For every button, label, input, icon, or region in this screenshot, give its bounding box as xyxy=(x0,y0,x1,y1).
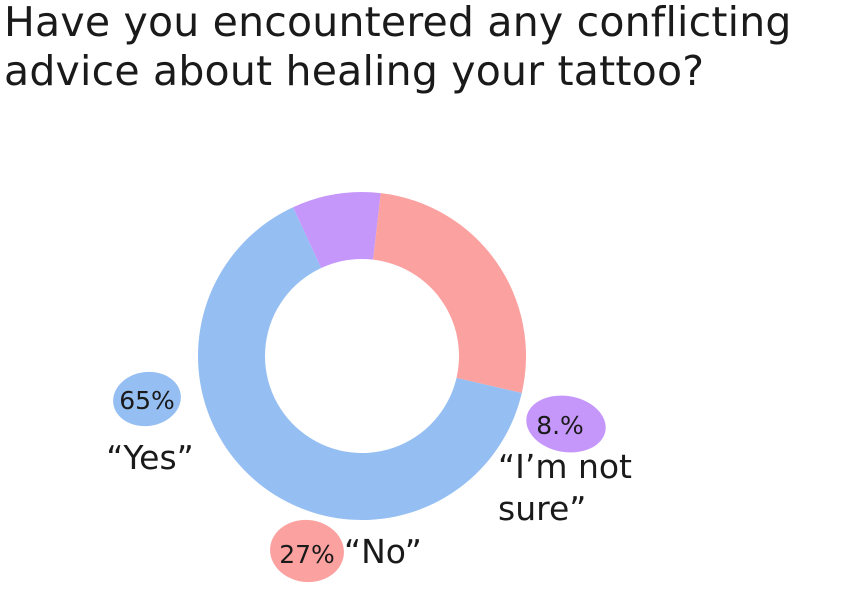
chart-title: Have you encountered any conflicting adv… xyxy=(4,0,792,95)
category-label-0-line-0: “Yes” xyxy=(106,438,193,477)
value-label-0: 65% xyxy=(119,386,175,415)
pie-slice-0 xyxy=(198,207,522,520)
category-label-2-line-0: “No” xyxy=(344,532,422,571)
value-blob-2 xyxy=(270,519,344,583)
pie-slice-2 xyxy=(373,193,526,393)
pie-slice-1 xyxy=(293,191,381,268)
value-label-1: 8.% xyxy=(536,411,584,440)
category-label-1-line-1: sure” xyxy=(498,489,586,528)
value-label-2: 27% xyxy=(279,540,335,569)
value-blob-1 xyxy=(526,395,606,453)
value-blob-0 xyxy=(113,371,181,427)
slices-layer xyxy=(198,191,526,520)
category-label-1-line-0: “I’m not xyxy=(498,447,632,486)
